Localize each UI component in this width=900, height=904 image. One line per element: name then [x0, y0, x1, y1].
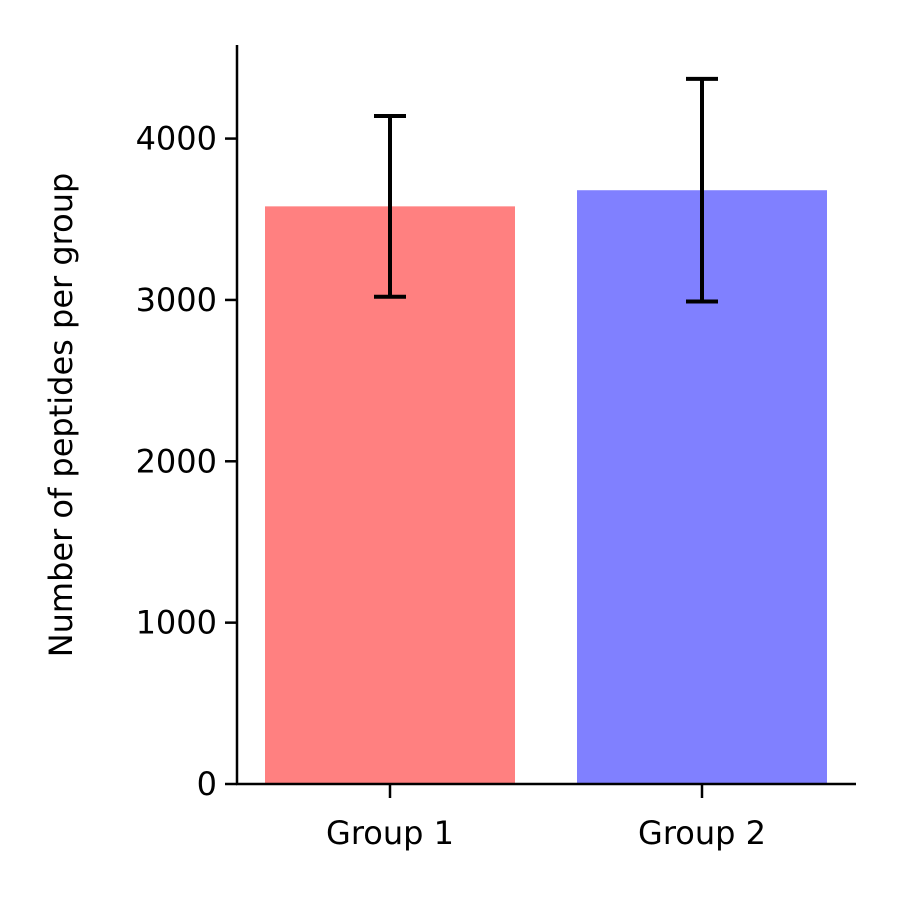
bar-1 — [265, 206, 515, 785]
bars-layer — [265, 190, 827, 785]
y-tick-label: 4000 — [136, 120, 217, 158]
error-bars-layer — [374, 76, 718, 304]
error-bar-2 — [686, 76, 718, 304]
x-tick-label: Group 1 — [326, 814, 454, 852]
error-bar-1 — [374, 113, 406, 299]
y-ticks-layer: 0 1000 2000 3000 4000 — [136, 120, 237, 803]
axes-layer — [235, 45, 856, 786]
x-ticks-layer: Group 1 Group 2 — [326, 784, 766, 852]
y-tick-label: 3000 — [136, 281, 217, 319]
x-tick-label: Group 2 — [638, 814, 766, 852]
y-tick-label: 0 — [197, 765, 217, 803]
y-axis-label: Number of peptides per group — [42, 173, 80, 658]
y-tick-label: 1000 — [136, 604, 217, 642]
y-tick-label: 2000 — [136, 442, 217, 480]
